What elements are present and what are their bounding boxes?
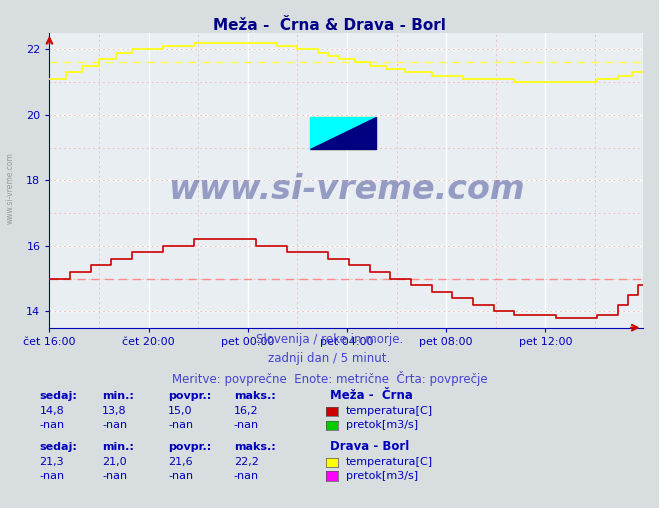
Text: -nan: -nan bbox=[40, 420, 65, 430]
Text: sedaj:: sedaj: bbox=[40, 441, 77, 452]
Text: www.si-vreme.com: www.si-vreme.com bbox=[167, 173, 525, 206]
Text: -nan: -nan bbox=[102, 420, 127, 430]
Text: 13,8: 13,8 bbox=[102, 406, 127, 416]
Text: pretok[m3/s]: pretok[m3/s] bbox=[346, 420, 418, 430]
Text: pretok[m3/s]: pretok[m3/s] bbox=[346, 470, 418, 481]
Text: Slovenija / reke in morje.: Slovenija / reke in morje. bbox=[256, 333, 403, 346]
Text: min.:: min.: bbox=[102, 391, 134, 401]
Text: Meža -  Črna & Drava - Borl: Meža - Črna & Drava - Borl bbox=[213, 18, 446, 33]
Text: maks.:: maks.: bbox=[234, 441, 275, 452]
Polygon shape bbox=[310, 117, 376, 149]
Text: 21,0: 21,0 bbox=[102, 457, 127, 467]
Text: 14,8: 14,8 bbox=[40, 406, 65, 416]
Text: 16,2: 16,2 bbox=[234, 406, 258, 416]
Text: -nan: -nan bbox=[234, 470, 259, 481]
Text: -nan: -nan bbox=[102, 470, 127, 481]
Text: 15,0: 15,0 bbox=[168, 406, 192, 416]
Text: -nan: -nan bbox=[40, 470, 65, 481]
Text: zadnji dan / 5 minut.: zadnji dan / 5 minut. bbox=[268, 352, 391, 365]
Bar bbox=[310, 117, 376, 149]
Text: maks.:: maks.: bbox=[234, 391, 275, 401]
Text: www.si-vreme.com: www.si-vreme.com bbox=[5, 152, 14, 224]
Text: temperatura[C]: temperatura[C] bbox=[346, 406, 433, 416]
Text: temperatura[C]: temperatura[C] bbox=[346, 457, 433, 467]
Text: Drava - Borl: Drava - Borl bbox=[330, 439, 409, 453]
Polygon shape bbox=[310, 117, 376, 149]
Text: -nan: -nan bbox=[168, 470, 193, 481]
Text: Meritve: povprečne  Enote: metrične  Črta: povprečje: Meritve: povprečne Enote: metrične Črta:… bbox=[172, 371, 487, 387]
Text: Meža -  Črna: Meža - Črna bbox=[330, 389, 413, 402]
Text: 21,3: 21,3 bbox=[40, 457, 64, 467]
Text: -nan: -nan bbox=[168, 420, 193, 430]
Text: 21,6: 21,6 bbox=[168, 457, 192, 467]
Text: 22,2: 22,2 bbox=[234, 457, 259, 467]
Text: povpr.:: povpr.: bbox=[168, 391, 212, 401]
Text: sedaj:: sedaj: bbox=[40, 391, 77, 401]
Text: -nan: -nan bbox=[234, 420, 259, 430]
Text: min.:: min.: bbox=[102, 441, 134, 452]
Text: povpr.:: povpr.: bbox=[168, 441, 212, 452]
